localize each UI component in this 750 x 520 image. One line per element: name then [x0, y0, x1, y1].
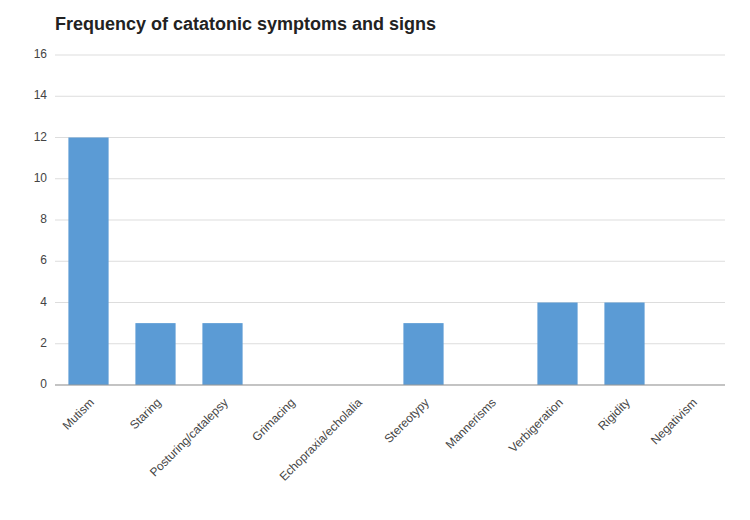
grid-line	[55, 261, 725, 262]
x-tick-label: Mutism	[60, 395, 97, 432]
x-tick-label: Mannerisms	[443, 395, 499, 451]
grid-line	[55, 178, 725, 179]
y-tick-label: 6	[40, 253, 47, 267]
chart-title: Frequency of catatonic symptoms and sign…	[55, 14, 436, 34]
chart-container: Frequency of catatonic symptoms and sign…	[0, 0, 750, 520]
bar	[68, 138, 108, 386]
y-tick-label: 10	[34, 171, 48, 185]
x-tick-label: Negativism	[648, 395, 700, 447]
y-tick-label: 12	[34, 130, 48, 144]
bar	[135, 323, 175, 385]
y-tick-label: 4	[40, 295, 47, 309]
grid-line	[55, 385, 725, 386]
x-tick-label: Posturing/catalepsy	[147, 395, 231, 479]
y-tick-label: 2	[40, 336, 47, 350]
bar	[537, 303, 577, 386]
x-axis-line	[55, 385, 725, 386]
y-tick-label: 8	[40, 212, 47, 226]
y-tick-label: 16	[34, 47, 48, 61]
x-axis: Mutism StaringPosturing/catalepsy Grimacin…	[60, 395, 700, 483]
bar	[604, 303, 644, 386]
x-tick-label: Grimacing	[249, 395, 298, 444]
x-tick-label: Echopraxia/echolalia	[277, 395, 365, 483]
grid-line	[55, 96, 725, 97]
bar	[202, 323, 242, 385]
y-tick-label: 14	[34, 88, 48, 102]
x-tick-label: Stereotypy	[381, 395, 431, 445]
bar	[403, 323, 443, 385]
y-tick-label: 0	[40, 377, 47, 391]
x-tick-label: Rigidity	[595, 395, 633, 433]
bars	[68, 138, 644, 386]
chart-svg: Frequency of catatonic symptoms and sign…	[0, 0, 750, 520]
x-tick-label: Staring	[127, 395, 164, 432]
x-tick-label: Verbigeration	[506, 395, 566, 455]
grid-line	[55, 137, 725, 138]
grid-line	[55, 220, 725, 221]
y-axis: 0 2 4 6 8 10 12 14 16	[34, 47, 725, 391]
grid-line	[55, 55, 725, 56]
